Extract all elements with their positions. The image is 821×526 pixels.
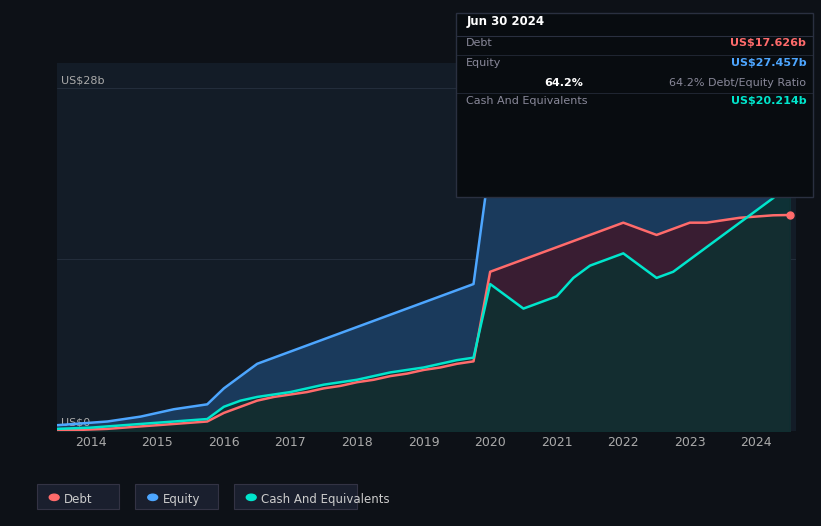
Text: Debt: Debt bbox=[466, 38, 493, 48]
Text: Cash And Equivalents: Cash And Equivalents bbox=[466, 96, 588, 106]
Text: US$27.457b: US$27.457b bbox=[731, 58, 806, 68]
Text: Jun 30 2024: Jun 30 2024 bbox=[466, 15, 544, 28]
Text: US$0: US$0 bbox=[62, 418, 90, 428]
Text: US$20.214b: US$20.214b bbox=[731, 96, 806, 106]
Text: US$17.626b: US$17.626b bbox=[731, 38, 806, 48]
Text: Debt: Debt bbox=[64, 493, 93, 506]
Text: US$28b: US$28b bbox=[62, 75, 104, 85]
Text: Equity: Equity bbox=[163, 493, 200, 506]
Text: Equity: Equity bbox=[466, 58, 502, 68]
Text: Cash And Equivalents: Cash And Equivalents bbox=[261, 493, 390, 506]
Text: 64.2%: 64.2% bbox=[544, 78, 583, 88]
Text: 64.2% Debt/Equity Ratio: 64.2% Debt/Equity Ratio bbox=[669, 78, 806, 88]
